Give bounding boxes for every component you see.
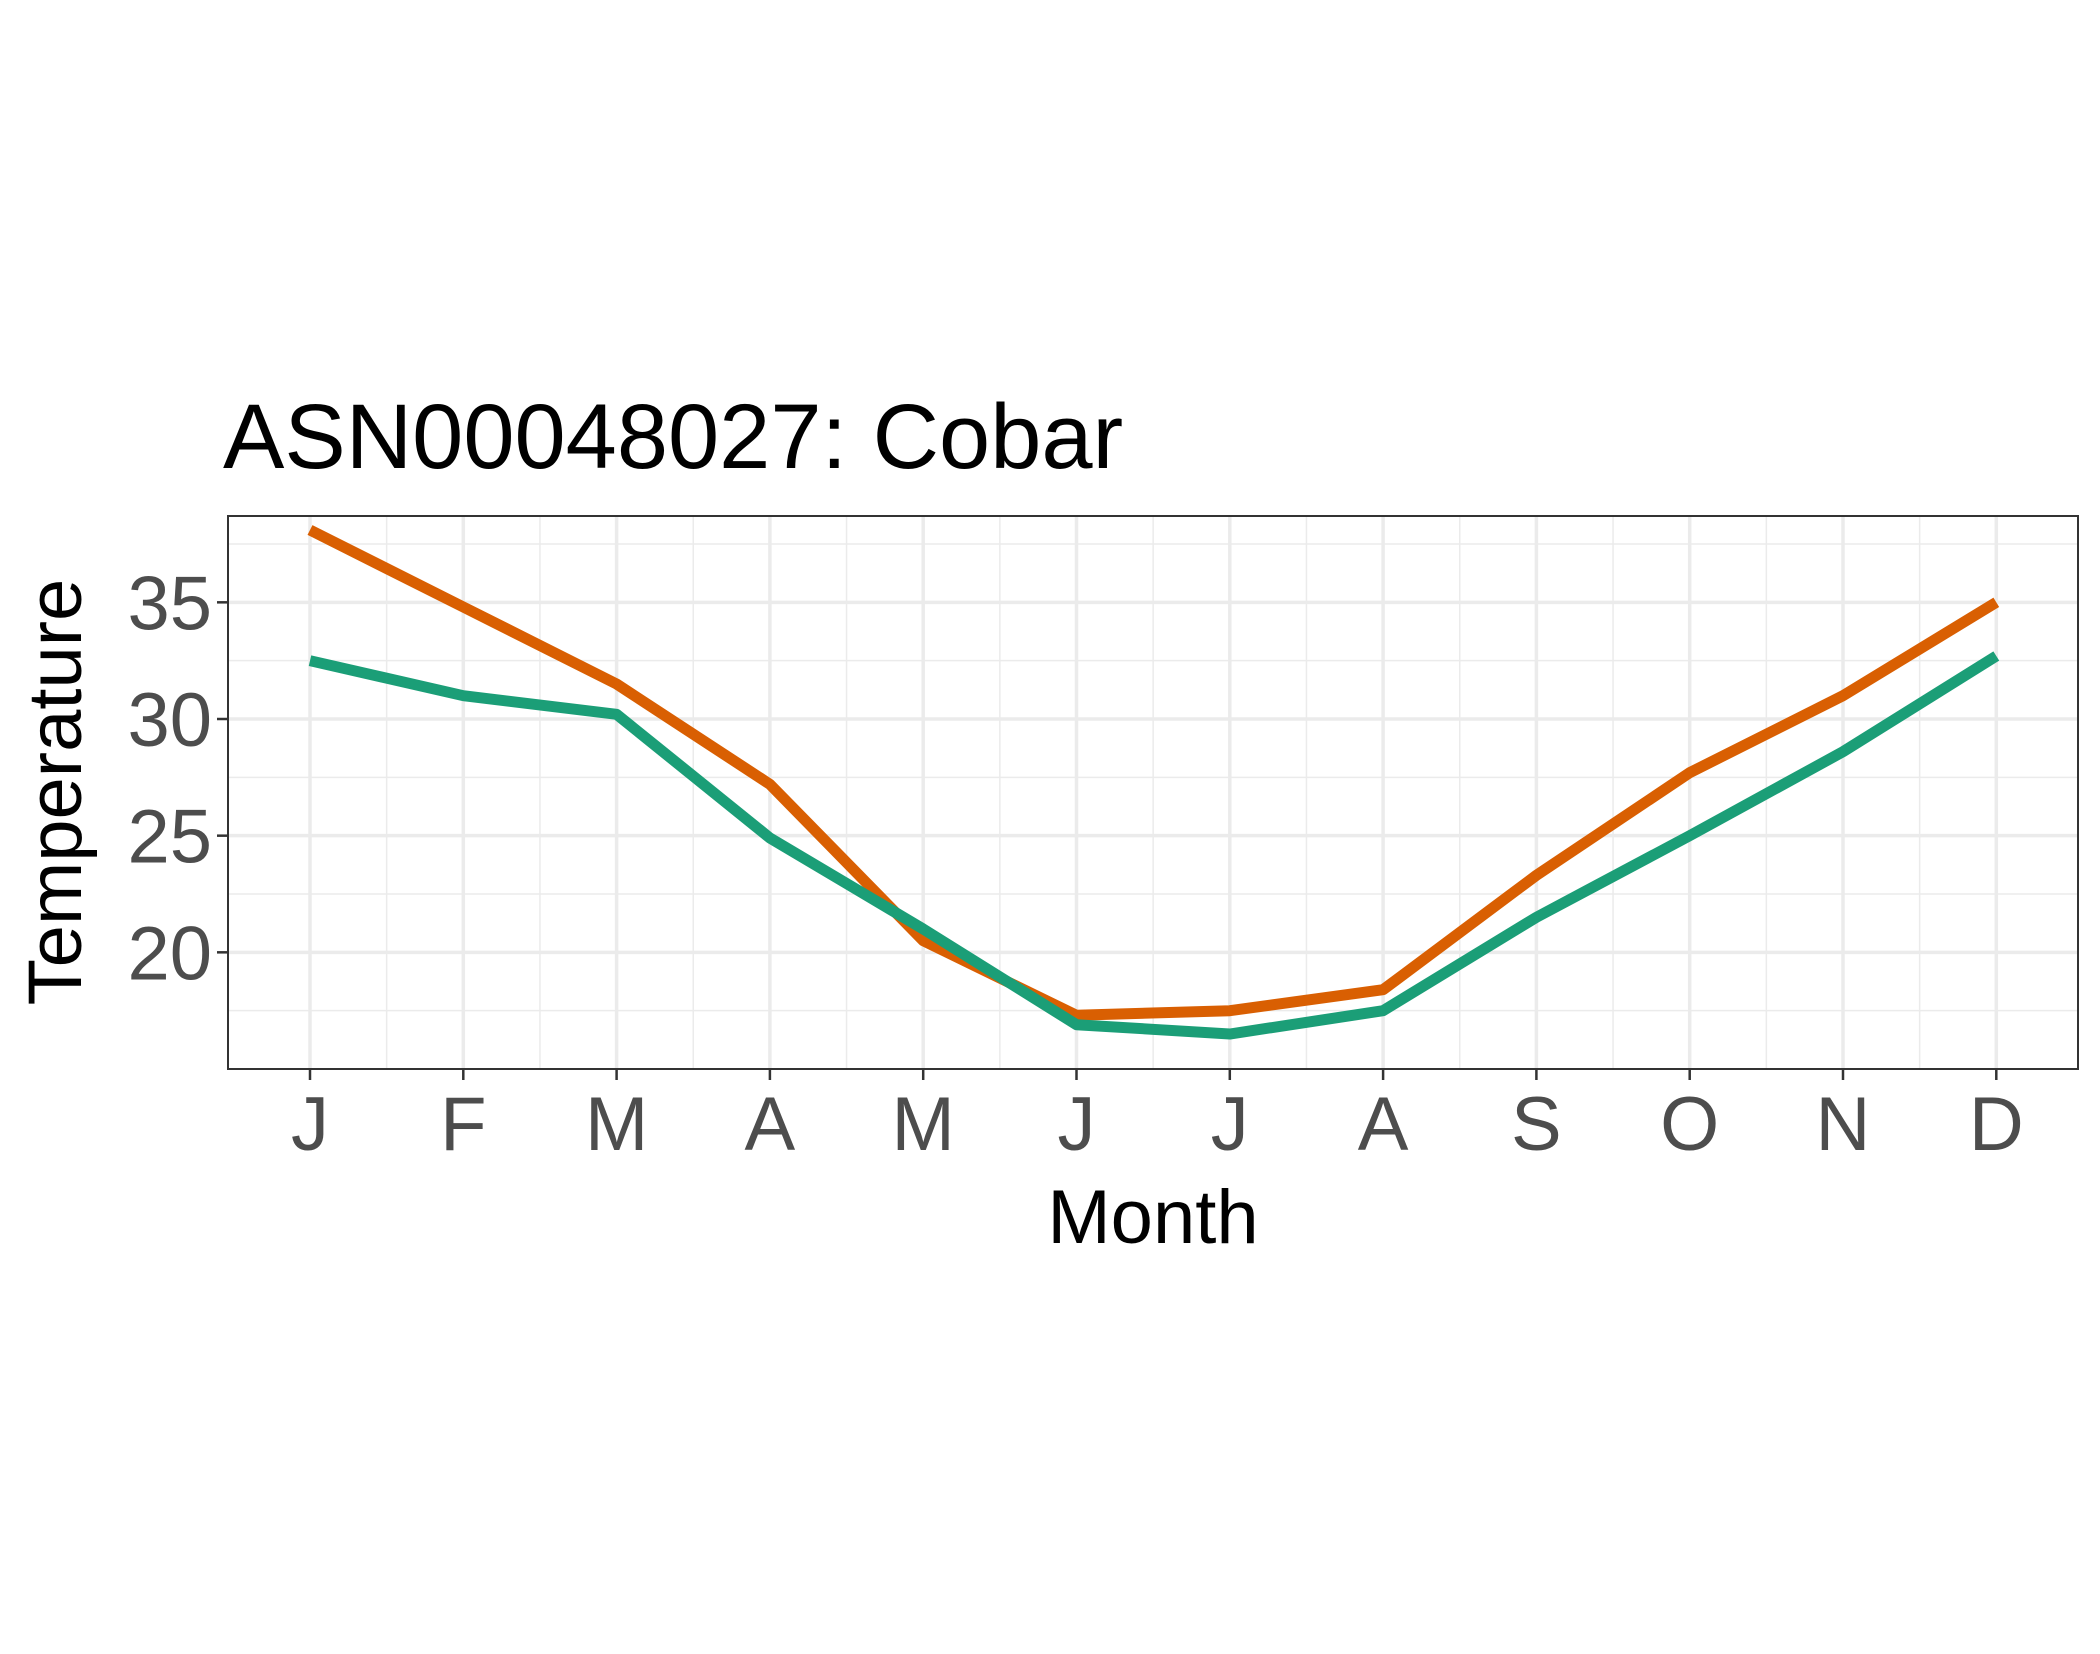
- x-axis-title: Month: [1047, 1175, 1258, 1260]
- series-line-2: [308, 651, 2000, 1040]
- x-tick-label: D: [1969, 1082, 2024, 1167]
- x-tick-label: S: [1511, 1082, 1562, 1167]
- x-tick-label: J: [1058, 1082, 1096, 1167]
- x-tick-label: M: [892, 1082, 955, 1167]
- series-layer: [307, 525, 2000, 1040]
- x-tick-label: A: [745, 1082, 796, 1167]
- y-tick-label: 25: [127, 795, 212, 880]
- series-line-1: [307, 525, 2000, 1021]
- y-axis-title: Temperature: [13, 579, 98, 1006]
- grid: [228, 516, 2078, 1069]
- x-tick-label: O: [1660, 1082, 1719, 1167]
- y-tick-label: 30: [127, 678, 212, 763]
- y-tick-label: 20: [127, 911, 212, 996]
- x-tick-label: J: [1211, 1082, 1249, 1167]
- plot-border: [227, 515, 2079, 1070]
- x-tick-label: M: [585, 1082, 648, 1167]
- x-tick-label: F: [440, 1082, 486, 1167]
- x-tick-label: A: [1358, 1082, 1409, 1167]
- x-tick-label: N: [1816, 1082, 1871, 1167]
- chart-title: ASN00048027: Cobar: [223, 386, 1123, 488]
- y-axis: 20 25 30 35: [127, 561, 228, 996]
- x-tick-label: J: [291, 1082, 329, 1167]
- y-tick-label: 35: [127, 561, 212, 646]
